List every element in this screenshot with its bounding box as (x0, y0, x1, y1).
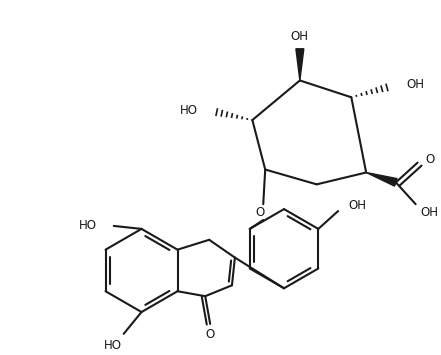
Text: OH: OH (348, 199, 366, 212)
Text: O: O (426, 153, 435, 166)
Text: HO: HO (104, 339, 122, 352)
Text: O: O (206, 328, 215, 341)
Text: OH: OH (407, 78, 425, 91)
Polygon shape (296, 49, 304, 81)
Text: OH: OH (291, 31, 309, 43)
Text: HO: HO (79, 219, 97, 233)
Text: OH: OH (421, 206, 439, 219)
Text: O: O (256, 206, 265, 219)
Polygon shape (366, 173, 397, 186)
Text: HO: HO (180, 104, 198, 117)
